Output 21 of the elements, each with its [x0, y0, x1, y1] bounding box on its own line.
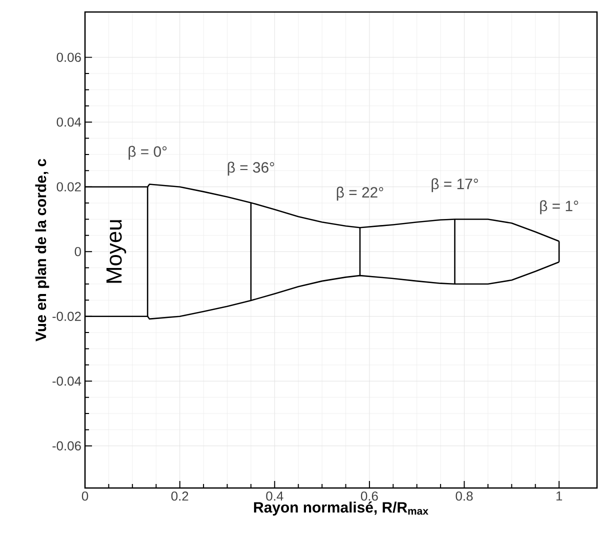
x-tick-label: 0 — [82, 492, 88, 501]
y-tick-label: 0.02 — [56, 182, 81, 192]
x-tick-label: 0.4 — [266, 492, 284, 501]
y-axis-title: Vue en plan de la corde, c — [35, 158, 50, 342]
annotation: β = 1° — [540, 200, 578, 214]
annotation: β = 0° — [128, 146, 167, 160]
annotation: β = 17° — [432, 178, 478, 192]
x-tick-label: 0.8 — [456, 492, 473, 501]
y-tick-label: -0.06 — [52, 441, 81, 450]
y-tick-label: 0.04 — [56, 117, 82, 127]
annotation: β = 36° — [228, 162, 274, 176]
x-tick-label: 0.2 — [171, 492, 188, 501]
x-axis-title: Rayon normalisé, R/R$_{max}$ — [254, 502, 428, 516]
y-tick-label: -0.04 — [52, 376, 82, 386]
y-tick-label: 0 — [74, 247, 81, 256]
x-tick-label: 1 — [556, 492, 562, 500]
y-tick-label: 0.06 — [56, 52, 81, 62]
x-tick-label: 0.6 — [360, 492, 378, 501]
y-tick-label: -0.02 — [52, 312, 81, 321]
annotation: β = 22° — [336, 186, 384, 201]
annotation: Moyeu — [106, 220, 126, 283]
